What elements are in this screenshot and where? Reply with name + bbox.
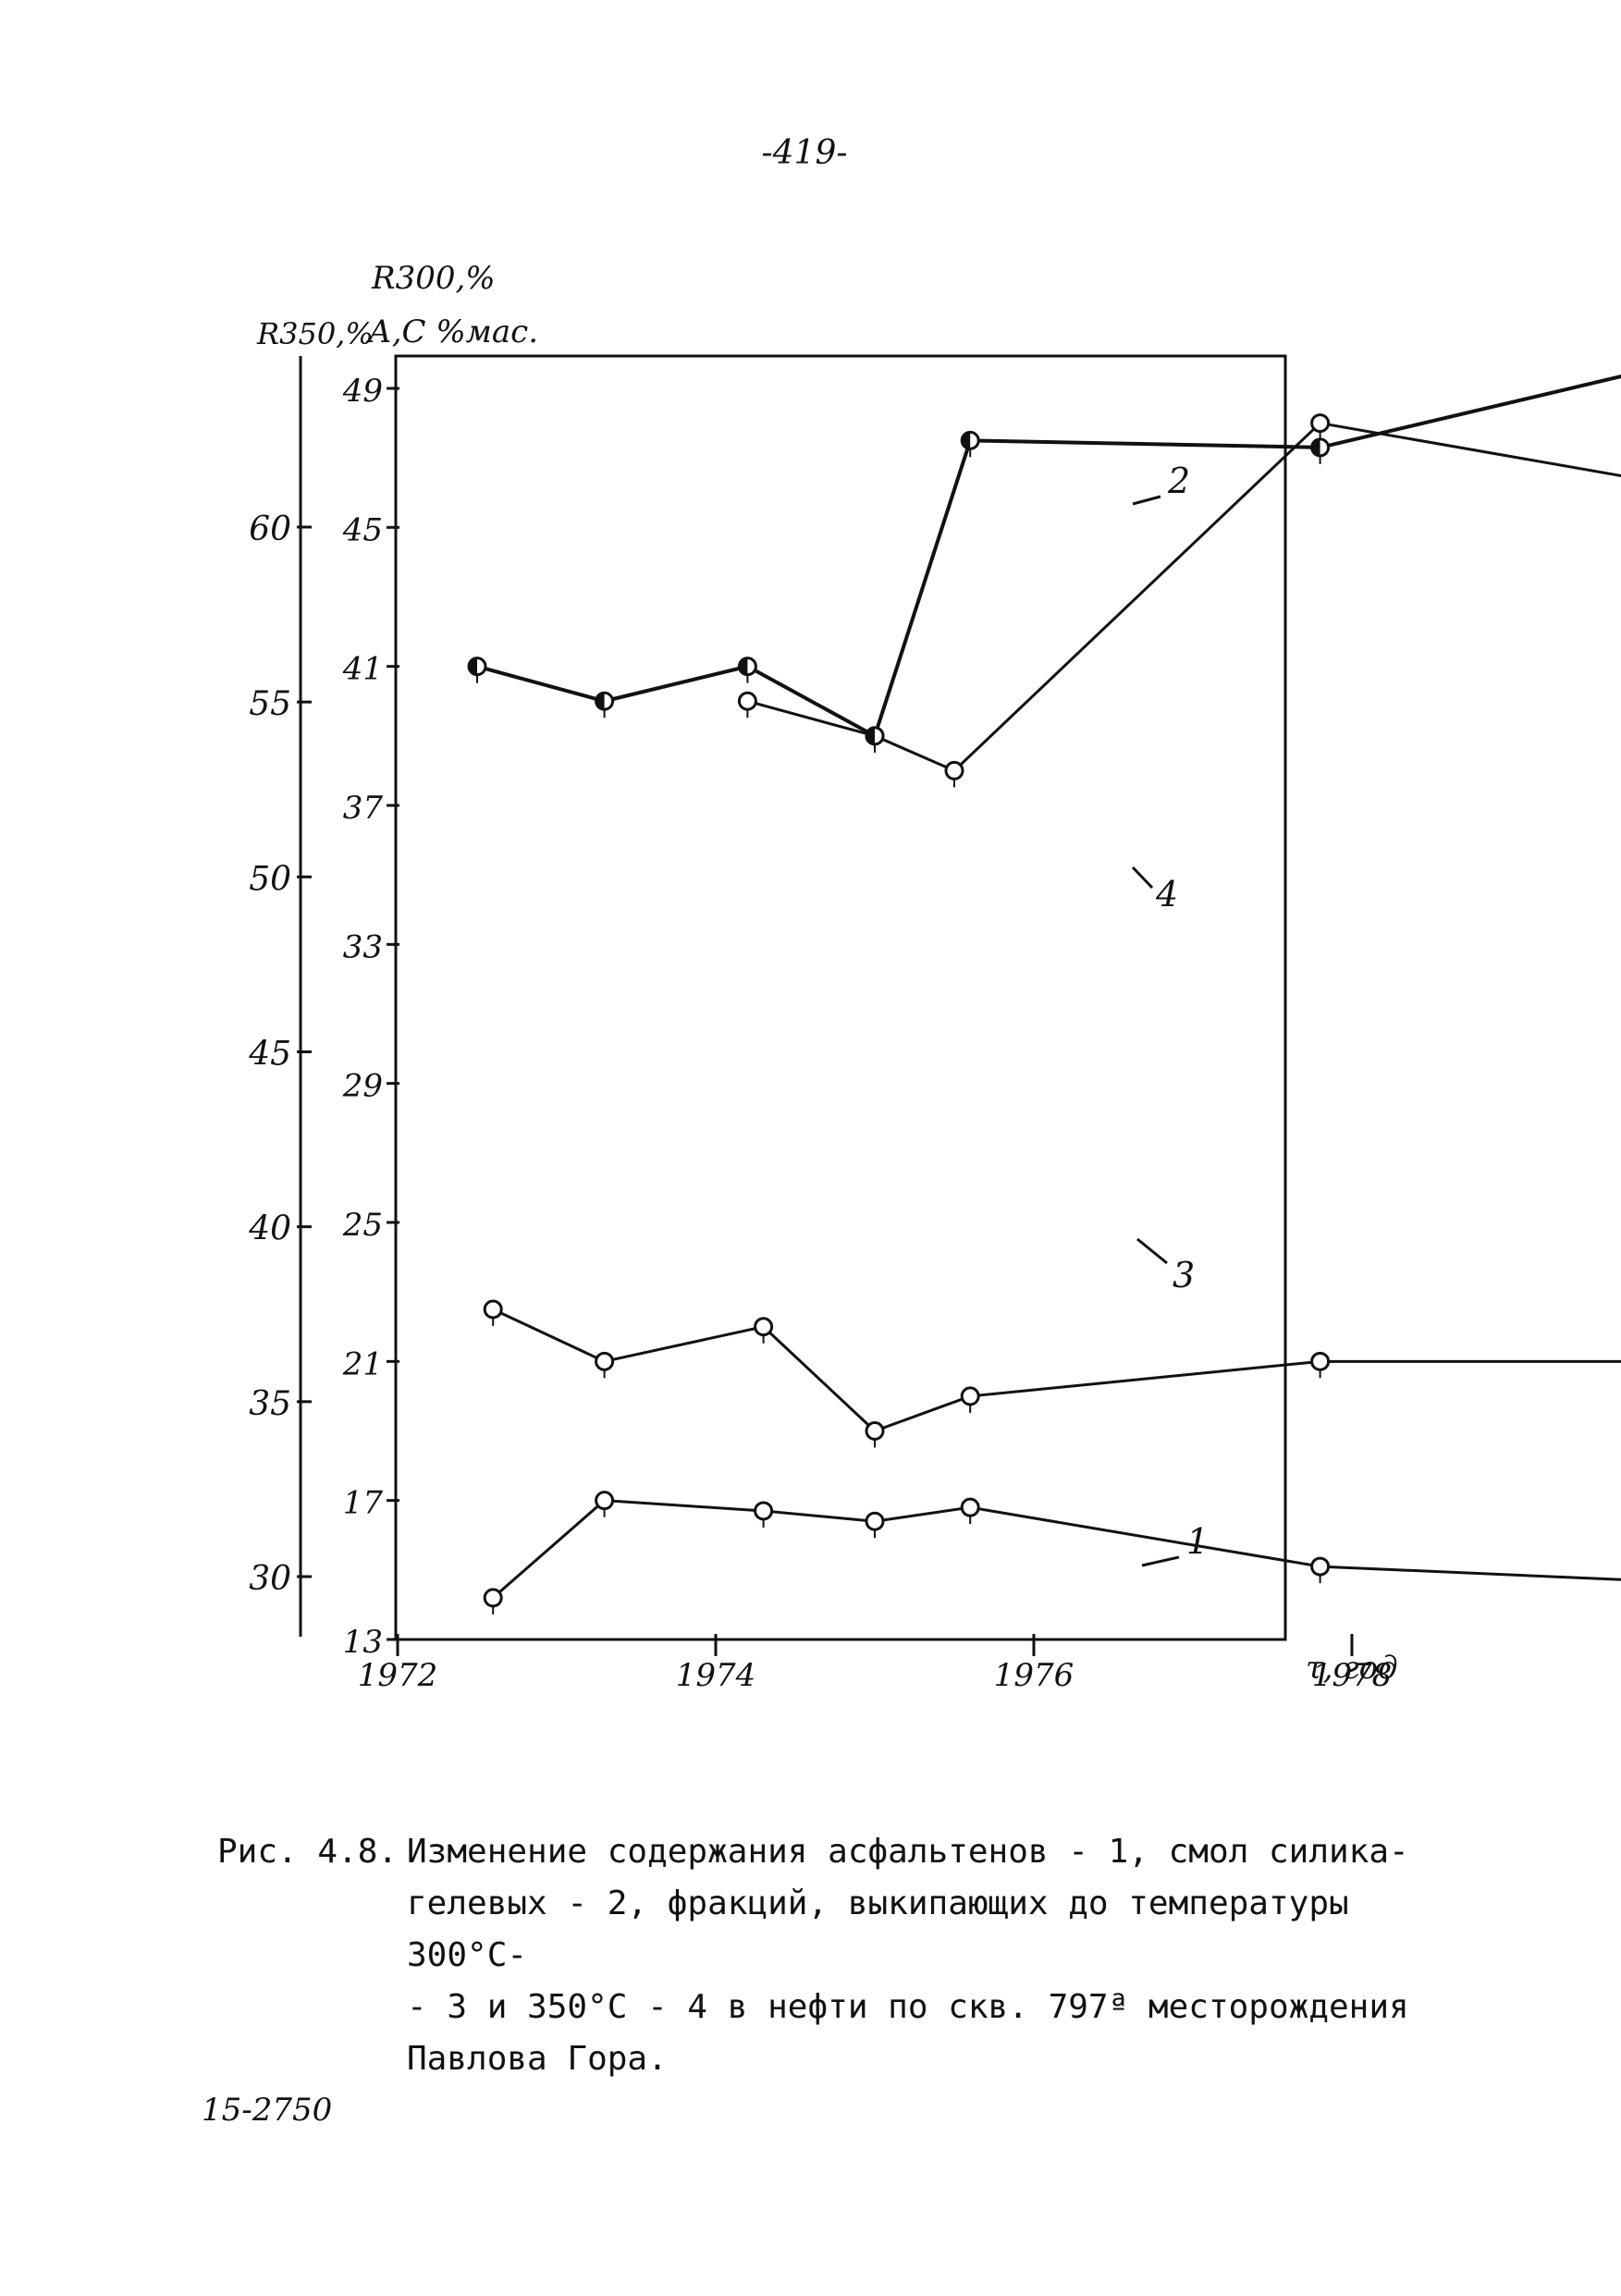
- inner-axis-tick-label: 49: [342, 373, 383, 410]
- inner-axis-tick-label: 17: [343, 1485, 384, 1522]
- x-axis-tick-label: 1972: [358, 1657, 438, 1694]
- left-axis-tick-label: 40: [248, 1210, 291, 1248]
- x-axis-label: τ, год: [1306, 1650, 1398, 1687]
- x-axis-tick-label: 1976: [994, 1657, 1075, 1694]
- axis-labels: R300,% R350,% А,С %мас. τ, год: [256, 260, 1398, 1687]
- series-leader-1: [1141, 1555, 1180, 1567]
- inner-axis-tick-label: 29: [342, 1068, 383, 1105]
- x-axis-tick-label: 1978: [1312, 1657, 1393, 1694]
- data-point-3: [1310, 1351, 1331, 1379]
- inner-axis-tick-label: 45: [342, 511, 383, 548]
- left-axis-tick-label: 30: [249, 1560, 291, 1598]
- point-marker: [483, 1588, 503, 1608]
- point-marker: [754, 1501, 774, 1521]
- data-point-1: [960, 1497, 980, 1525]
- point-marker: [1310, 1556, 1331, 1577]
- inner-axis-r300: 13 17 21 25 29 33 37 41 45 49: [342, 373, 399, 1661]
- data-point-1: [595, 1491, 615, 1517]
- series-label-2: 2: [1167, 460, 1190, 501]
- y-axis-label-r350: R350,%: [256, 316, 374, 351]
- point-marker: [737, 691, 757, 711]
- series-line-3: [492, 1308, 1621, 1433]
- series-line-4: [476, 374, 1621, 739]
- point-marker: [1310, 1351, 1331, 1371]
- archive-code: 15-2750: [202, 2092, 333, 2129]
- data-point-4: [467, 657, 487, 683]
- data-point-4: [960, 430, 980, 458]
- data-point-3: [865, 1421, 885, 1448]
- data-point-2: [944, 760, 964, 788]
- series-1: 1: [483, 1491, 1621, 1615]
- left-axis-tick-label: 60: [249, 510, 291, 548]
- inner-axis-tick-label: 21: [342, 1345, 383, 1382]
- left-axis-r350: 30 35 40 45 50 55 60: [248, 356, 312, 1637]
- data-point-2: [737, 691, 757, 718]
- plot-frame: [394, 354, 1287, 1641]
- data-point-4: [737, 657, 757, 683]
- point-marker: [960, 1386, 980, 1406]
- inner-axis-tick-label: 25: [342, 1207, 383, 1244]
- data-point-4: [595, 691, 615, 718]
- series-leader-2: [1132, 495, 1161, 506]
- series-leader-3: [1136, 1237, 1168, 1265]
- data-point-3: [960, 1386, 980, 1413]
- data-point-1: [754, 1501, 774, 1528]
- point-marker: [960, 1497, 980, 1517]
- data-point-3: [595, 1351, 615, 1379]
- series-label-4: 4: [1155, 874, 1178, 915]
- inner-axis-tick-label: 33: [343, 928, 383, 965]
- plot-border: [394, 354, 1287, 1641]
- left-axis-tick-label: 50: [249, 860, 291, 898]
- series-group: 1 2 3 4: [467, 374, 1621, 1615]
- point-marker: [944, 760, 964, 780]
- caption-label: Рис. 4.8.: [217, 1833, 399, 1871]
- series-leader-4: [1131, 866, 1154, 890]
- data-point-4: [865, 726, 885, 753]
- point-marker-fill: [739, 657, 748, 675]
- point-marker-fill: [469, 657, 477, 675]
- point-marker: [595, 1491, 615, 1511]
- series-label-1: 1: [1186, 1521, 1209, 1562]
- series-label-3: 3: [1173, 1255, 1195, 1295]
- data-point-1: [865, 1511, 885, 1539]
- point-marker: [483, 1299, 503, 1320]
- point-marker: [865, 1421, 885, 1441]
- x-axis-tick-label: 1974: [676, 1657, 756, 1694]
- left-axis-tick-label: 35: [249, 1385, 291, 1423]
- series-line-2: [747, 421, 1621, 773]
- caption-text: Изменение содержания асфальтенов - 1, см…: [407, 1833, 1409, 2078]
- point-marker: [595, 1351, 615, 1371]
- data-point-3: [483, 1299, 503, 1326]
- inner-axis-tick-label: 37: [343, 790, 384, 827]
- left-axis-tick-label: 45: [248, 1036, 291, 1074]
- data-point-1: [1310, 1556, 1331, 1584]
- data-point-2: [1310, 413, 1331, 440]
- page-number: -419-: [761, 134, 848, 172]
- point-marker: [1310, 413, 1331, 434]
- point-marker-fill: [962, 432, 971, 449]
- point-marker-fill: [1311, 438, 1320, 456]
- y-axis-label-r300: R300,%: [371, 260, 496, 297]
- x-axis: 197219741976197819801982: [358, 1634, 1393, 1694]
- series-4: 4: [467, 374, 1621, 915]
- series-line-1: [492, 1499, 1621, 1600]
- point-marker: [754, 1317, 774, 1337]
- y-axis-label-ac: А,С %мас.: [366, 313, 538, 350]
- data-point-1: [483, 1588, 503, 1615]
- data-point-3: [754, 1317, 774, 1344]
- inner-axis-tick-label: 13: [343, 1624, 383, 1661]
- point-marker-fill: [596, 693, 605, 710]
- inner-axis-tick-label: 41: [342, 651, 383, 688]
- point-marker: [865, 1511, 885, 1531]
- point-marker-fill: [866, 727, 875, 744]
- left-axis-tick-label: 55: [249, 685, 291, 723]
- series-3: 3: [483, 1237, 1621, 1448]
- data-point-4: [1310, 437, 1331, 464]
